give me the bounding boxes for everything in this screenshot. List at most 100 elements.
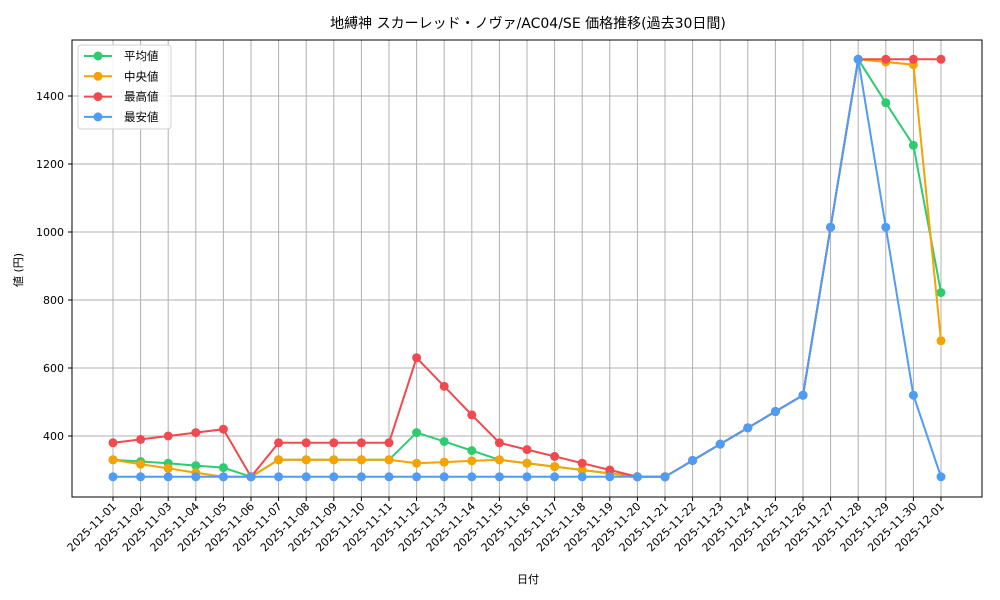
data-point: [467, 472, 477, 482]
data-point: [522, 458, 532, 468]
y-axis: 400 600 800 1000 1200 1400: [36, 90, 72, 443]
data-point: [688, 455, 698, 465]
legend-label: 最安値: [124, 110, 159, 124]
y-tick-label: 1000: [36, 226, 64, 239]
data-point: [936, 336, 946, 346]
series-group: [108, 54, 946, 482]
data-point: [108, 438, 118, 448]
data-point: [439, 436, 449, 446]
data-point: [743, 423, 753, 433]
data-point: [191, 461, 201, 471]
data-point: [384, 455, 394, 465]
legend-marker-icon: [93, 92, 103, 102]
data-point: [274, 438, 284, 448]
data-point: [908, 390, 918, 400]
chart-title: 地縛神 スカーレッド・ノヴァ/AC04/SE 価格推移(過去30日間): [330, 15, 726, 32]
data-point: [108, 472, 118, 482]
data-point: [715, 439, 725, 449]
data-point: [136, 434, 146, 444]
data-point: [191, 472, 201, 482]
data-point: [412, 428, 422, 438]
data-point: [136, 459, 146, 469]
data-point: [467, 446, 477, 456]
data-point: [218, 424, 228, 434]
data-point: [329, 472, 339, 482]
data-point: [826, 222, 836, 232]
y-tick-label: 800: [43, 294, 64, 307]
y-tick-label: 1400: [36, 90, 64, 103]
data-point: [494, 472, 504, 482]
data-point: [467, 456, 477, 466]
data-point: [246, 472, 256, 482]
y-tick-label: 600: [43, 362, 64, 375]
data-point: [163, 431, 173, 441]
y-tick-label: 1200: [36, 158, 64, 171]
data-point: [881, 98, 891, 108]
data-point: [908, 140, 918, 150]
data-point: [881, 54, 891, 64]
legend-label: 中央値: [124, 69, 159, 83]
data-point: [274, 455, 284, 465]
data-point: [136, 472, 146, 482]
data-point: [550, 451, 560, 461]
data-point: [384, 472, 394, 482]
data-point: [494, 438, 504, 448]
data-point: [274, 472, 284, 482]
data-point: [439, 381, 449, 391]
legend-box: [77, 44, 172, 130]
data-point: [163, 463, 173, 473]
data-point: [412, 458, 422, 468]
data-point: [494, 455, 504, 465]
legend-label: 平均値: [124, 49, 159, 63]
data-point: [329, 438, 339, 448]
y-axis-label: 値 (円): [12, 253, 25, 287]
data-point: [412, 472, 422, 482]
data-point: [301, 455, 311, 465]
data-point: [660, 472, 670, 482]
legend-marker-icon: [93, 71, 103, 81]
data-point: [577, 458, 587, 468]
data-point: [936, 288, 946, 298]
legend-item: 最高値: [84, 90, 159, 104]
data-point: [798, 390, 808, 400]
legend-item: 中央値: [84, 69, 159, 83]
data-point: [881, 222, 891, 232]
data-point: [384, 438, 394, 448]
data-point: [632, 472, 642, 482]
legend-item: 平均値: [84, 49, 159, 63]
data-point: [191, 428, 201, 438]
data-point: [108, 455, 118, 465]
data-point: [356, 438, 366, 448]
x-axis: 2025-11-012025-11-022025-11-032025-11-04…: [65, 497, 947, 554]
grid-lines: [72, 40, 982, 497]
legend-marker-icon: [93, 51, 103, 61]
data-point: [439, 472, 449, 482]
data-point: [163, 472, 173, 482]
data-point: [301, 438, 311, 448]
data-point: [218, 472, 228, 482]
data-point: [356, 455, 366, 465]
data-point: [577, 472, 587, 482]
data-point: [356, 472, 366, 482]
data-point: [936, 54, 946, 64]
y-tick-label: 400: [43, 430, 64, 443]
data-point: [412, 353, 422, 363]
legend-marker-icon: [93, 112, 103, 122]
data-point: [439, 457, 449, 467]
data-point: [522, 445, 532, 455]
data-point: [218, 463, 228, 473]
data-point: [550, 472, 560, 482]
data-point: [908, 54, 918, 64]
data-point: [605, 465, 615, 475]
legend-item: 最安値: [84, 110, 159, 124]
data-point: [467, 410, 477, 420]
data-point: [577, 465, 587, 475]
data-point: [329, 455, 339, 465]
data-point: [770, 407, 780, 417]
legend-label: 最高値: [124, 90, 159, 104]
data-point: [936, 472, 946, 482]
data-point: [522, 472, 532, 482]
data-point: [550, 462, 560, 472]
